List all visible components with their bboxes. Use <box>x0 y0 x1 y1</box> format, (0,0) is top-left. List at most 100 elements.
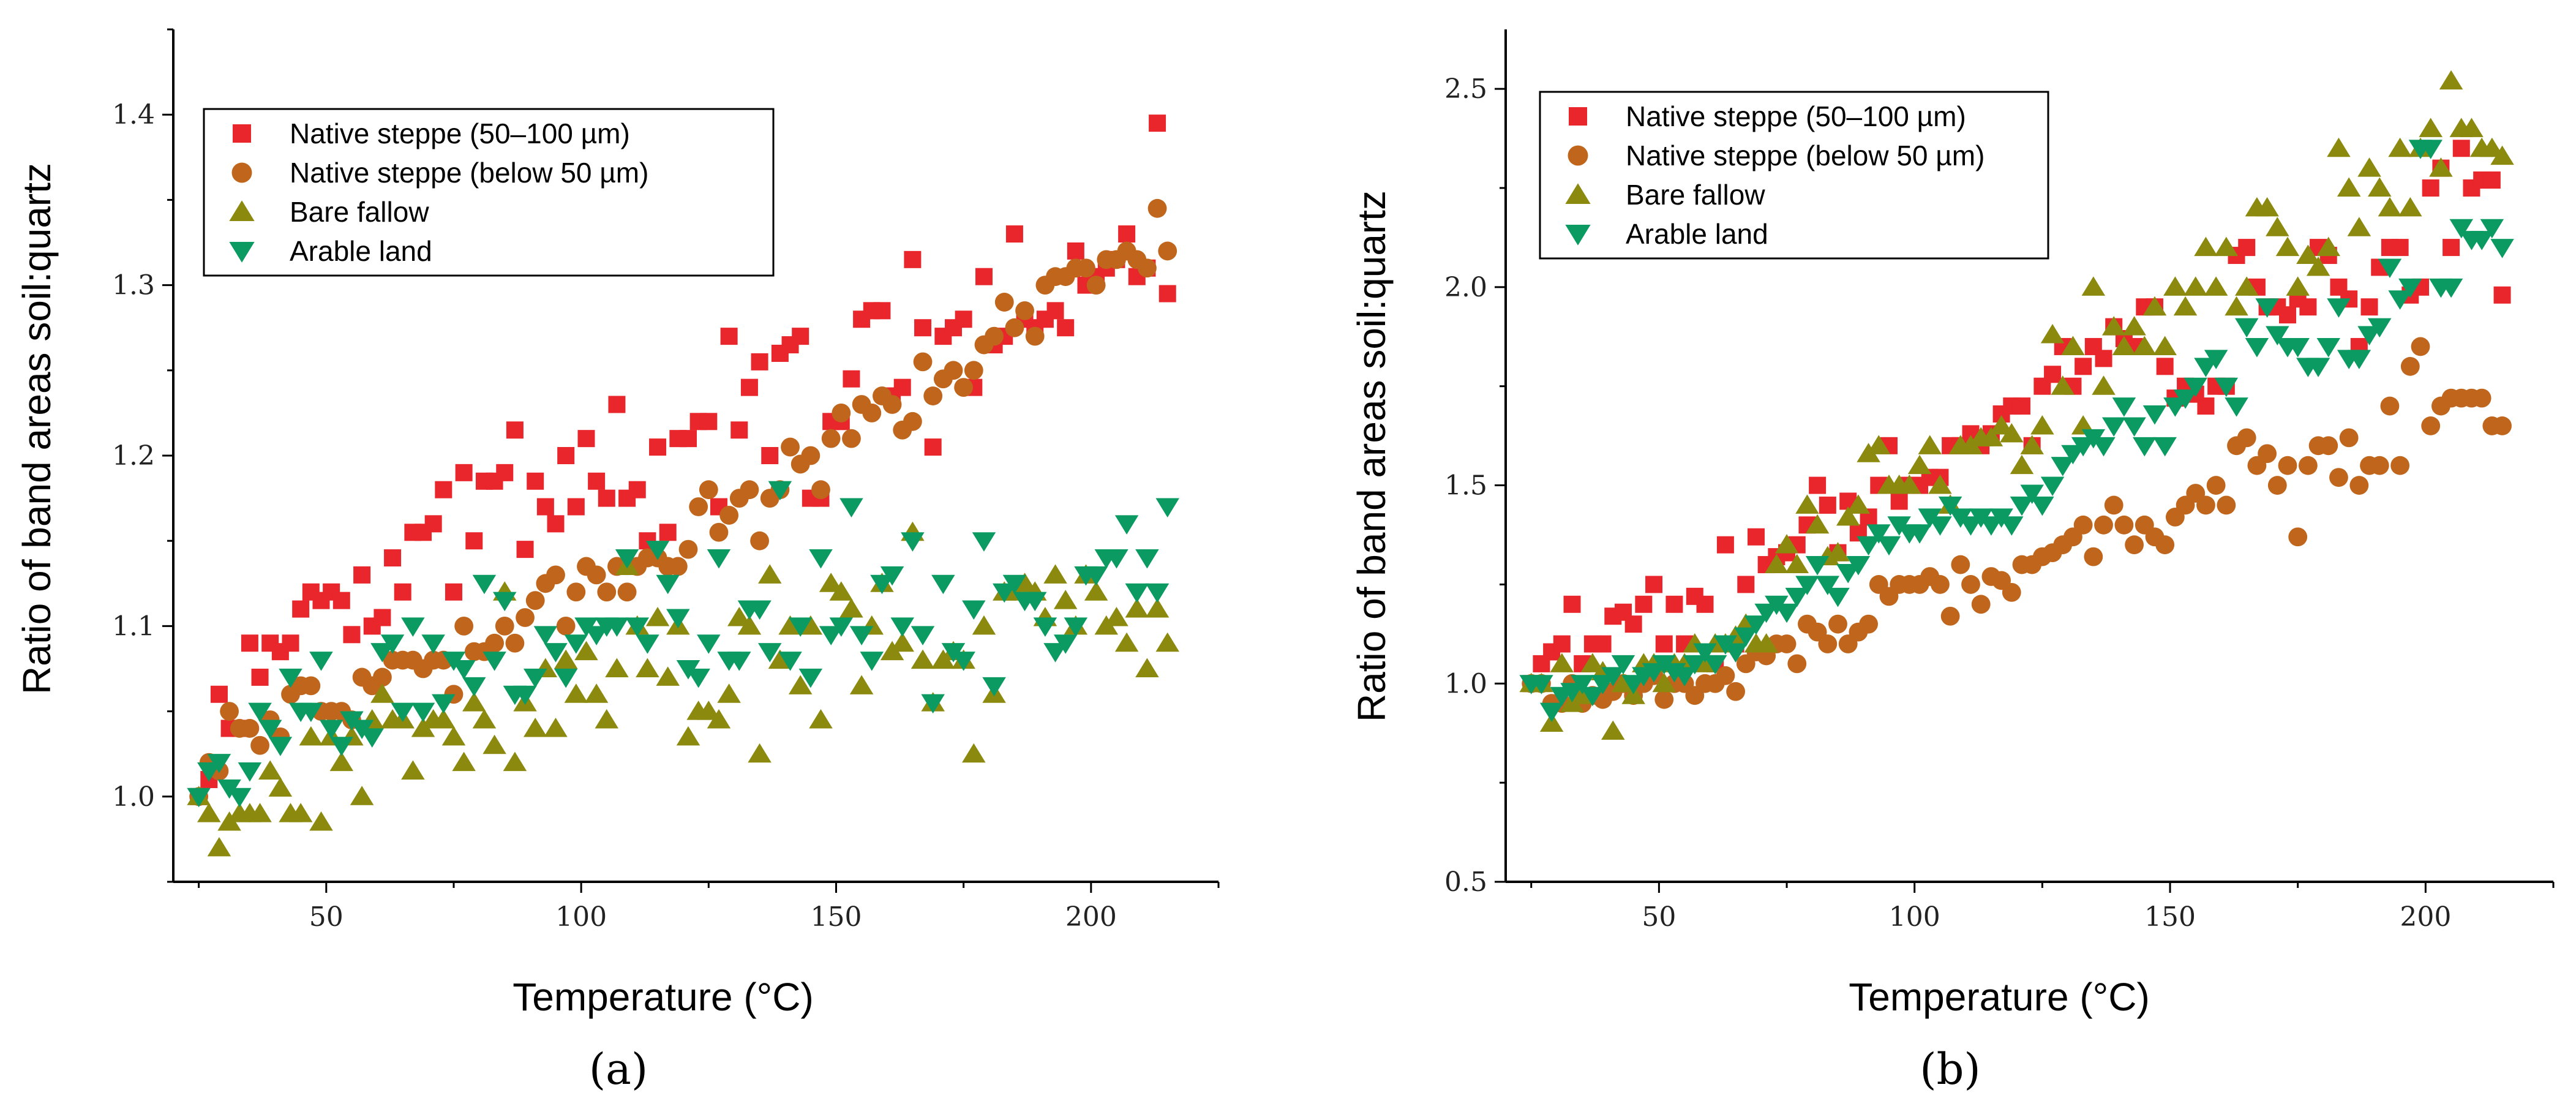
data-point <box>1155 498 1179 518</box>
data-point <box>2094 515 2113 535</box>
legend-label: Native steppe (below 50 µm) <box>290 157 648 189</box>
data-point <box>197 762 221 782</box>
data-point <box>485 633 504 653</box>
data-point <box>2092 437 2116 457</box>
data-point <box>584 626 609 645</box>
data-point <box>921 694 945 714</box>
data-point <box>1118 225 1136 243</box>
data-point <box>697 701 721 720</box>
data-point <box>901 532 925 552</box>
data-point <box>1787 654 1807 674</box>
data-point <box>2288 527 2308 547</box>
data-point <box>1580 653 1605 672</box>
y-tick-label: 1.1 <box>112 611 155 642</box>
data-point <box>350 786 374 805</box>
data-point <box>1826 542 1850 562</box>
data-point <box>1979 427 2003 446</box>
data-point <box>1084 566 1108 586</box>
data-point <box>1744 615 1768 635</box>
data-point <box>768 649 792 669</box>
data-point <box>1076 258 1095 278</box>
data-point <box>2258 444 2277 464</box>
data-point <box>768 481 792 501</box>
data-point <box>1053 590 1078 609</box>
data-point <box>505 633 525 653</box>
data-point <box>2421 416 2441 435</box>
data-point <box>1105 549 1128 569</box>
legend-marker <box>1568 145 1588 166</box>
data-point <box>360 728 384 748</box>
data-point <box>748 743 772 763</box>
data-point <box>516 608 535 627</box>
data-point <box>2422 179 2439 197</box>
data-point <box>1015 301 1034 320</box>
data-point <box>699 480 718 500</box>
data-point <box>523 717 547 737</box>
data-point <box>781 437 800 457</box>
data-point <box>1918 435 1942 454</box>
data-point <box>2163 397 2187 417</box>
data-point <box>1846 556 1871 576</box>
data-point <box>546 565 565 585</box>
data-point <box>1951 555 1970 574</box>
data-point <box>1765 554 1789 574</box>
legend-marker <box>1565 225 1591 246</box>
data-point <box>1961 575 1980 594</box>
data-point <box>2204 350 2228 369</box>
data-point <box>452 660 476 680</box>
data-point <box>2306 256 2330 276</box>
legend-label: Native steppe (50–100 µm) <box>1626 100 1966 132</box>
data-point <box>2286 276 2310 296</box>
data-point <box>1867 435 1891 454</box>
data-point <box>299 702 323 723</box>
data-point <box>2469 231 2494 250</box>
data-point <box>605 617 629 637</box>
data-point <box>523 668 547 688</box>
data-point <box>2061 445 2085 465</box>
data-point <box>1057 319 1075 337</box>
y-tick-label: 1.0 <box>112 781 155 813</box>
data-point <box>2084 547 2103 566</box>
data-point <box>588 472 606 490</box>
data-point <box>1539 712 1564 732</box>
data-point <box>2013 397 2030 415</box>
data-point <box>1898 475 1921 494</box>
data-point <box>1774 603 1799 623</box>
data-point <box>301 676 321 696</box>
data-point <box>1734 627 1758 647</box>
legend-label: Native steppe (below 50 µm) <box>1626 140 1985 171</box>
data-point <box>1145 583 1170 603</box>
data-point <box>2051 375 2075 395</box>
data-point <box>2327 137 2351 157</box>
data-point <box>1716 536 1734 554</box>
data-point <box>2225 296 2248 316</box>
data-point <box>1046 302 1064 320</box>
data-point <box>343 626 361 644</box>
data-point <box>952 652 975 671</box>
data-point <box>207 754 231 773</box>
data-points <box>1519 70 2514 740</box>
data-point <box>656 574 680 595</box>
data-point <box>503 751 527 772</box>
data-point <box>374 609 391 626</box>
data-point <box>1550 653 1574 672</box>
data-point <box>1785 587 1809 607</box>
data-point <box>1665 595 1683 613</box>
data-point <box>697 634 721 654</box>
data-point <box>2452 140 2470 157</box>
data-point <box>700 413 718 430</box>
data-point <box>625 617 649 637</box>
data-point <box>1033 617 1057 637</box>
data-point <box>227 788 252 808</box>
data-point <box>465 532 483 550</box>
data-point <box>329 751 354 772</box>
data-point <box>2480 219 2504 239</box>
data-point <box>1084 581 1108 601</box>
data-point <box>544 717 568 737</box>
data-point <box>1654 690 1674 709</box>
data-point <box>2104 495 2124 515</box>
data-point <box>1989 415 2013 435</box>
data-point <box>849 626 874 645</box>
y-tick-label: 1.5 <box>1444 470 1487 502</box>
data-point <box>319 720 344 739</box>
